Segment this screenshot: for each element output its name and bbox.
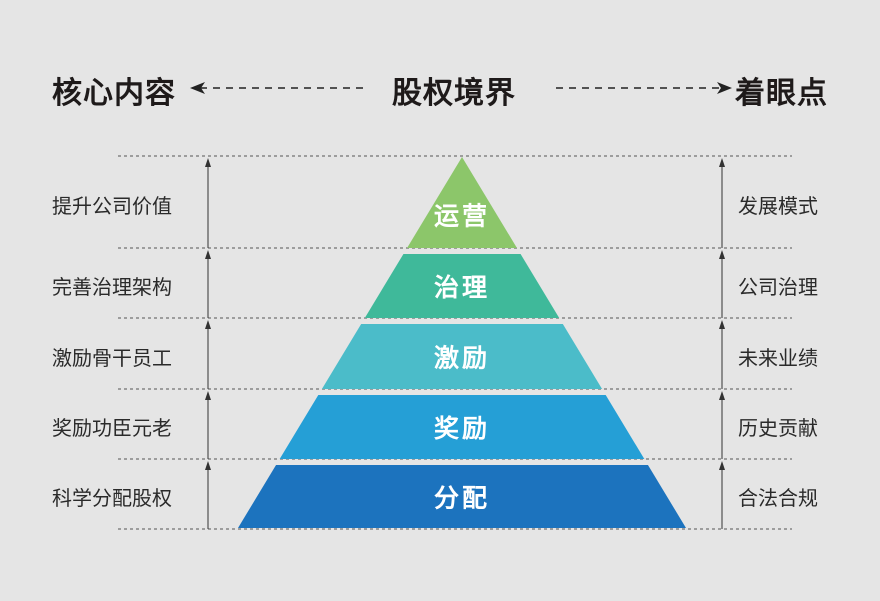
focus-label: 公司治理: [738, 275, 818, 299]
header-core-content: 核心内容: [52, 76, 176, 111]
arrowhead-icon: [205, 461, 211, 470]
pyramid-tier: [407, 157, 517, 248]
tier-label: 激励: [434, 344, 490, 373]
arrowhead-icon: [719, 461, 725, 470]
focus-label: 发展模式: [738, 194, 818, 218]
arrowhead-icon: [719, 158, 725, 167]
header-left-arrow: [190, 82, 365, 94]
focus-label: 历史贡献: [738, 416, 818, 440]
pyramid-tier: [321, 324, 603, 389]
core-content-label: 提升公司价值: [52, 194, 172, 218]
header-equity-realm: 股权境界: [392, 76, 516, 111]
arrowhead-icon: [205, 158, 211, 167]
arrowhead-icon: [719, 250, 725, 259]
arrowhead-icon: [719, 320, 725, 329]
core-content-label: 激励骨干员工: [52, 345, 172, 370]
focus-label: 未来业绩: [738, 345, 818, 370]
core-content-label: 奖励功臣元老: [52, 416, 172, 440]
tier-label: 治理: [434, 273, 490, 302]
tier-label: 运营: [434, 202, 490, 231]
arrowhead-icon: [205, 250, 211, 259]
tier-label: 分配: [434, 484, 490, 513]
pyramid-tier: [279, 395, 645, 459]
header-focus: 着眼点: [735, 76, 828, 111]
tier-label: 奖励: [434, 414, 490, 443]
core-content-label: 科学分配股权: [52, 486, 172, 510]
pyramid-tier: [238, 465, 686, 528]
arrowhead-icon: [205, 391, 211, 400]
arrowhead-icon: [205, 320, 211, 329]
pyramid-tier: [364, 254, 560, 318]
core-content-label: 完善治理架构: [52, 275, 172, 299]
arrowhead-icon: [719, 391, 725, 400]
focus-label: 合法合规: [738, 486, 818, 510]
header-right-arrow: [556, 82, 732, 94]
